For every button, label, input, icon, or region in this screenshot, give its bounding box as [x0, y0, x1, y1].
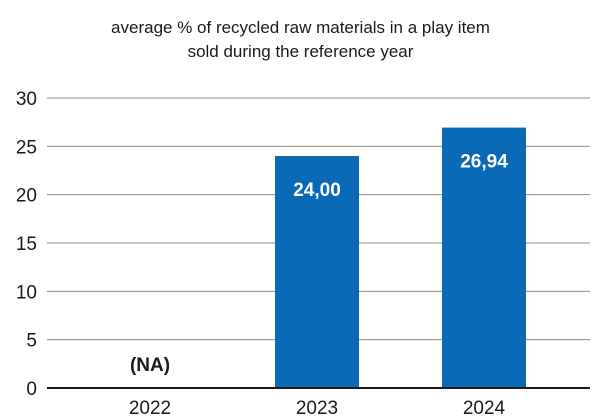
data-label-2024: 26,94 — [460, 152, 508, 173]
chart-title: average % of recycled raw materials in a… — [0, 16, 601, 64]
y-tick-label-10: 10 — [16, 282, 37, 303]
y-tick-label-20: 20 — [16, 186, 37, 207]
x-tick-label-2024: 2024 — [463, 398, 506, 417]
data-label-2023: 24,00 — [293, 180, 341, 201]
x-tick-label-2023: 2023 — [296, 398, 338, 417]
x-tick-label-2022: 2022 — [129, 398, 171, 417]
y-tick-label-5: 5 — [26, 331, 37, 352]
chart-title-line-2: sold during the reference year — [187, 42, 414, 61]
y-tick-label-0: 0 — [26, 379, 37, 400]
y-tick-label-25: 25 — [16, 137, 37, 158]
chart-title-line-1: average % of recycled raw materials in a… — [111, 18, 490, 37]
y-tick-label-15: 15 — [16, 234, 37, 255]
y-tick-label-30: 30 — [16, 89, 37, 110]
data-label-2022: (NA) — [130, 355, 170, 376]
bar-2023 — [275, 156, 359, 388]
bar-2024 — [442, 127, 526, 388]
